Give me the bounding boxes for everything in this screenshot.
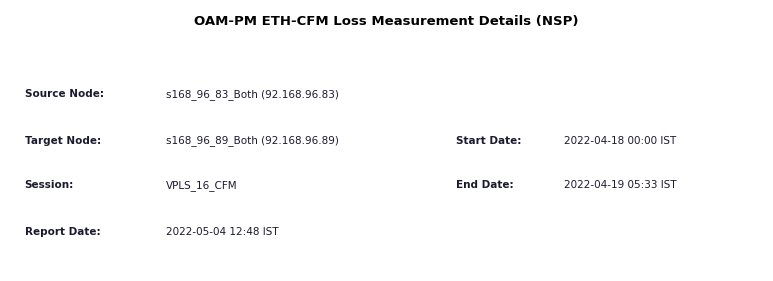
Text: Report Date:: Report Date: xyxy=(25,227,100,237)
Text: s168_96_83_Both (92.168.96.83): s168_96_83_Both (92.168.96.83) xyxy=(166,89,339,99)
Text: s168_96_89_Both (92.168.96.89): s168_96_89_Both (92.168.96.89) xyxy=(166,135,339,146)
Text: Target Node:: Target Node: xyxy=(25,135,100,146)
Text: VPLS_16_CFM: VPLS_16_CFM xyxy=(166,180,238,191)
Text: Source Node:: Source Node: xyxy=(25,89,104,99)
Text: 2022-04-19 05:33 IST: 2022-04-19 05:33 IST xyxy=(564,180,677,191)
Text: OAM-PM ETH-CFM Loss Measurement Details (NSP): OAM-PM ETH-CFM Loss Measurement Details … xyxy=(194,15,579,28)
Text: Session:: Session: xyxy=(25,180,74,191)
Text: 2022-05-04 12:48 IST: 2022-05-04 12:48 IST xyxy=(166,227,279,237)
Text: End Date:: End Date: xyxy=(456,180,514,191)
Text: Start Date:: Start Date: xyxy=(456,135,522,146)
Text: 2022-04-18 00:00 IST: 2022-04-18 00:00 IST xyxy=(564,135,676,146)
